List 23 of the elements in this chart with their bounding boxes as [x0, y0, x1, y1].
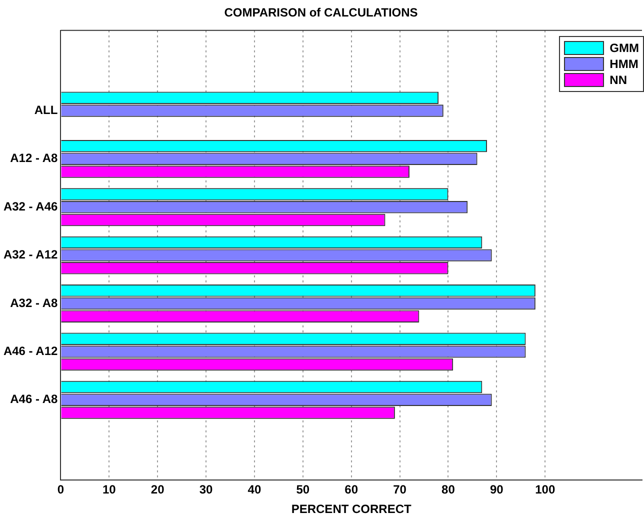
- x-tick-label: 10: [102, 482, 116, 497]
- y-tick-label: A46 - A12: [3, 344, 58, 358]
- x-tick-label: 30: [199, 482, 214, 497]
- legend-label: GMM: [610, 41, 639, 55]
- x-tick-label: 0: [57, 482, 64, 497]
- chart-title: COMPARISON of CALCULATIONS: [224, 6, 418, 20]
- y-tick-label: ALL: [34, 103, 58, 118]
- x-axis-title: PERCENT CORRECT: [291, 502, 412, 516]
- x-tick-label: 50: [296, 482, 310, 497]
- legend-label: NN: [610, 73, 628, 87]
- y-tick-label: A32 - A46: [3, 199, 58, 214]
- x-tick-label: 40: [248, 482, 262, 497]
- y-tick-label: A32 - A12: [3, 248, 58, 262]
- x-tick-label: 60: [344, 482, 358, 497]
- legend-label: HMM: [610, 57, 638, 71]
- x-tick-label: 20: [150, 482, 165, 497]
- x-tick-label: 100: [535, 482, 556, 497]
- x-tick-label: 80: [442, 482, 456, 497]
- x-tick-label: 70: [393, 482, 407, 497]
- y-tick-label: A12 - A8: [10, 151, 58, 166]
- y-tick-label: A32 - A8: [10, 296, 58, 310]
- y-tick-label: A46 - A8: [10, 392, 58, 406]
- x-tick-label: 90: [490, 482, 504, 497]
